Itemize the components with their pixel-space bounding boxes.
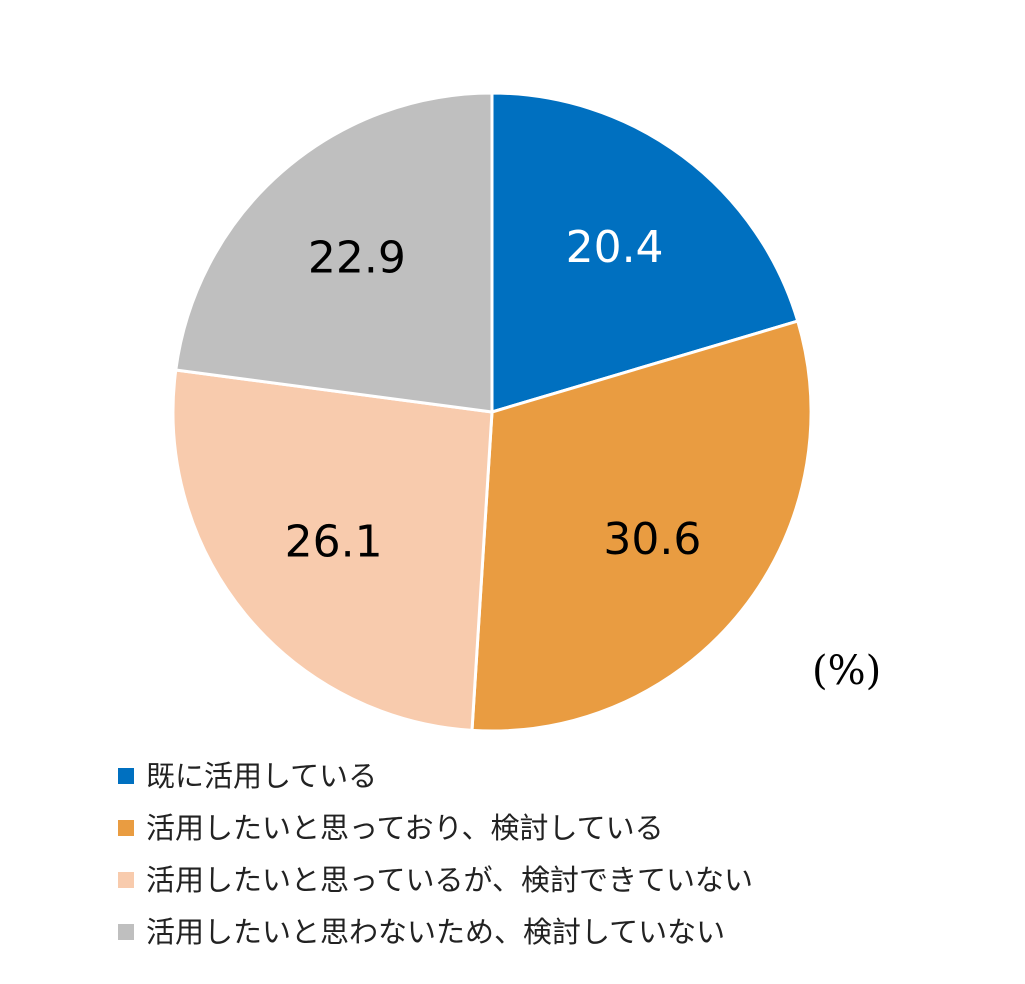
pie-slice-already-using xyxy=(490,91,800,414)
legend: 既に活用している 活用したいと思っており、検討している 活用したいと思っているが… xyxy=(118,748,753,956)
pie-slice-considering xyxy=(470,319,813,733)
legend-item-considering: 活用したいと思っており、検討している xyxy=(118,800,753,852)
legend-label: 既に活用している xyxy=(146,759,378,793)
legend-swatch xyxy=(118,924,134,940)
legend-item-already-using: 既に活用している xyxy=(118,748,753,800)
legend-label: 活用したいと思っているが、検討できていない xyxy=(146,863,753,897)
pie-slice-not-yet-considered xyxy=(171,368,494,732)
data-label-already-using: 20.4 xyxy=(566,222,664,273)
legend-label: 活用したいと思っており、検討している xyxy=(146,811,664,845)
legend-item-not-yet-considered: 活用したいと思っているが、検討できていない xyxy=(118,852,753,904)
data-label-not-yet-considered: 26.1 xyxy=(285,517,383,568)
legend-swatch xyxy=(118,820,134,836)
data-label-not-wanting: 22.9 xyxy=(308,232,406,283)
legend-label: 活用したいと思わないため、検討していない xyxy=(146,915,726,949)
pie-slice-not-wanting xyxy=(174,91,494,414)
legend-swatch xyxy=(118,872,134,888)
legend-swatch xyxy=(118,768,134,784)
data-label-considering: 30.6 xyxy=(603,514,701,565)
legend-item-not-wanting: 活用したいと思わないため、検討していない xyxy=(118,904,753,956)
unit-label: (%) xyxy=(812,648,882,694)
